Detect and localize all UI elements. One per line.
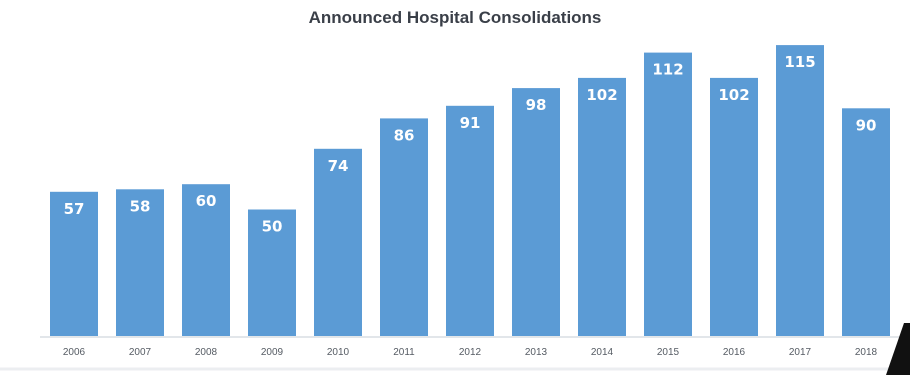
x-tick-label-2018: 2018: [855, 347, 878, 358]
x-tick-label-2014: 2014: [591, 347, 614, 358]
x-tick-label-2012: 2012: [459, 347, 482, 358]
corner-stroke-decoration: [886, 323, 910, 375]
bar-value-label-2011: 86: [394, 126, 415, 144]
chart-title: Announced Hospital Consolidations: [309, 8, 602, 27]
bar-value-label-2018: 90: [856, 116, 877, 134]
bar-value-label-2013: 98: [526, 96, 547, 114]
x-tick-label-2016: 2016: [723, 347, 746, 358]
bar-2008: [182, 184, 230, 336]
x-axis-tick-labels: 2006 2007 2008 2009 2010 2011 2012 2013 2014 2015…: [63, 347, 878, 358]
bar-value-label-2015: 112: [652, 61, 683, 79]
bar-2014: [578, 77, 626, 337]
x-tick-label-2013: 2013: [525, 347, 548, 358]
bar-value-label-2014: 102: [586, 86, 617, 104]
bar-value-label-2006: 57: [64, 200, 85, 218]
x-tick-label-2017: 2017: [789, 347, 812, 358]
bar-2013: [512, 88, 560, 336]
bar-2018: [842, 108, 890, 336]
bar-2015: [644, 52, 692, 336]
bar-2016: [710, 77, 758, 337]
data-labels: 57 58 60 50 74 86 91 98 102 112 102 115 90: [64, 53, 877, 235]
bar-2017: [776, 45, 824, 336]
bar-2006: [50, 191, 98, 336]
x-tick-label-2007: 2007: [129, 347, 152, 358]
x-tick-label-2006: 2006: [63, 347, 86, 358]
x-tick-label-2010: 2010: [327, 347, 350, 358]
bar-series: [50, 45, 890, 337]
bar-value-label-2012: 91: [460, 114, 481, 132]
bar-value-label-2010: 74: [328, 157, 349, 175]
bar-2011: [380, 118, 428, 337]
x-tick-label-2008: 2008: [195, 347, 218, 358]
x-tick-label-2009: 2009: [261, 347, 284, 358]
bar-2007: [116, 189, 164, 336]
bar-value-label-2008: 60: [196, 192, 217, 210]
bar-2010: [314, 148, 362, 336]
x-tick-label-2015: 2015: [657, 347, 680, 358]
bar-value-label-2009: 50: [262, 218, 283, 236]
bar-2012: [446, 105, 494, 336]
x-tick-label-2011: 2011: [393, 347, 415, 358]
bar-value-label-2016: 102: [718, 86, 749, 104]
bar-value-label-2007: 58: [130, 197, 151, 215]
bar-value-label-2017: 115: [784, 53, 815, 71]
bar-2009: [248, 209, 296, 336]
